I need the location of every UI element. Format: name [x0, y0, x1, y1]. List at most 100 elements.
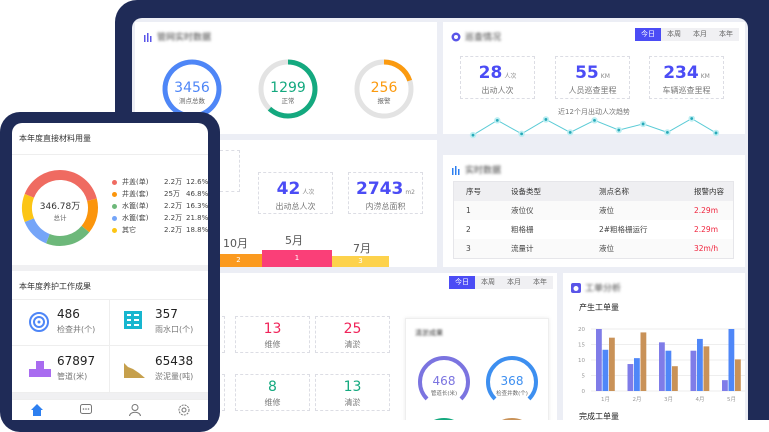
- item-label: 雨水口(个): [155, 325, 194, 334]
- table-row[interactable]: 1 液位仪 液位 2.29m: [454, 201, 733, 220]
- gauge-label: 检查井数(个): [496, 389, 528, 397]
- maintenance-item[interactable]: 65438 淤泥量(吨): [110, 346, 208, 393]
- tab-week[interactable]: 本周: [475, 276, 501, 289]
- work-order-bar-chart: 0 5 10 15 20 1月 2月 3月 4月 5月: [578, 327, 745, 403]
- x-tick-label: 3月: [664, 396, 673, 403]
- tab-today[interactable]: 今日: [449, 276, 475, 289]
- cell: 液位仪: [499, 201, 587, 220]
- bar: [634, 358, 640, 391]
- chart-title: 完成工单量: [579, 412, 619, 420]
- trend-point-core: [641, 122, 645, 126]
- legend-item: 其它 2.2万 18.8%: [112, 224, 208, 236]
- x-tick-label: 1月: [601, 396, 610, 403]
- stat-label: 清淤: [344, 340, 361, 349]
- legend-pct: 21.8%: [186, 214, 208, 222]
- tab-month[interactable]: 本月: [687, 28, 713, 41]
- stat-label: 人员巡查里程: [568, 86, 617, 95]
- message-icon[interactable]: [79, 404, 92, 416]
- item-label: 管道(米): [57, 372, 88, 381]
- timeline-bar: 1: [262, 250, 332, 267]
- tab-year[interactable]: 本年: [527, 276, 553, 289]
- legend-swatch: [112, 179, 117, 185]
- legend-swatch: [112, 215, 117, 221]
- bar: [728, 329, 735, 391]
- panel-title: 巡查情况: [465, 33, 502, 43]
- gauge-value: 1299: [270, 80, 306, 96]
- donut-total: 346.78万: [39, 202, 81, 212]
- tab-today[interactable]: 今日: [635, 28, 661, 41]
- maintenance-item[interactable]: 67897 管道(米): [12, 346, 110, 393]
- legend-pct: 16.3%: [186, 202, 208, 210]
- stat-label: 维修: [264, 398, 281, 407]
- item-value: 357: [155, 307, 178, 321]
- work-order-panel: 工单分析 产生工单量 0 5 10 15 20 1月 2月 3月 4月 5月 完成工单量: [563, 273, 745, 420]
- bar: [640, 332, 647, 391]
- item-value: 67897: [57, 354, 96, 368]
- stat-value: 8: [268, 379, 277, 395]
- cell: 粗格栅: [511, 225, 534, 234]
- gauge-arc: [267, 59, 318, 119]
- cell: 3: [454, 239, 499, 258]
- legend-amount: 25万: [164, 190, 180, 198]
- section-title: 本年度直接材料用量: [19, 134, 91, 143]
- legend-swatch: [112, 203, 117, 209]
- y-tick-label: 5: [582, 374, 586, 380]
- table-row[interactable]: 2 粗格栅 2#粗格栅运行 2.29m: [454, 220, 733, 239]
- stat-unit: 人次: [302, 189, 315, 196]
- gauge-value: 256: [371, 80, 398, 96]
- tab-week[interactable]: 本周: [661, 28, 687, 41]
- legend-name: 井盖(套): [122, 190, 149, 198]
- gauge-label: 报警: [378, 96, 392, 105]
- legend-amount: 2.2万: [164, 226, 183, 234]
- stat-box: 25 清淤: [315, 316, 390, 353]
- tab-month[interactable]: 本月: [501, 276, 527, 289]
- bar: [672, 366, 678, 391]
- panel-title: 工单分析: [585, 284, 622, 294]
- settings-icon[interactable]: [178, 404, 190, 416]
- trend-point-core: [617, 128, 621, 132]
- gauge-label: 管道长(米): [431, 389, 457, 397]
- timeline-bar: 2: [215, 254, 262, 267]
- column-header: 设备类型: [499, 182, 587, 201]
- stat-value: 55: [575, 63, 599, 83]
- stat-box: 13 清淤: [315, 374, 390, 411]
- stat-box: 8 维修: [235, 374, 310, 411]
- bar: [697, 338, 703, 391]
- legend-amount: 2.2万: [164, 214, 183, 222]
- bar: [722, 380, 728, 391]
- cell: 2.29m: [694, 225, 719, 234]
- trend-title: 近12个月出动人次趋势: [558, 108, 630, 116]
- maintenance-item[interactable]: 357 雨水口(个): [110, 299, 208, 346]
- bar: [609, 337, 615, 391]
- stat-box: 13 维修: [235, 316, 310, 353]
- stat-box: 28 人次 出动人次: [460, 56, 535, 99]
- trend-point-core: [714, 131, 718, 135]
- dredge-results-card: 清淤成果 468 管道长(米) 368 检查井数(个): [405, 318, 549, 420]
- legend-pct: 46.8%: [186, 190, 208, 198]
- cell: 2#粗格栅运行: [599, 225, 648, 234]
- panel-title: 管网实时数据: [157, 33, 212, 43]
- panel-title: 实时数据: [465, 166, 502, 176]
- tab-year[interactable]: 本年: [713, 28, 739, 41]
- bar-chart-icon: [144, 32, 152, 42]
- home-icon[interactable]: [30, 404, 43, 416]
- table-row[interactable]: 3 流量计 液位 32m/h: [454, 239, 733, 258]
- cell: 1: [454, 201, 499, 220]
- item-value: 486: [57, 307, 80, 321]
- item-label: 检查井(个): [57, 325, 96, 334]
- period-tabs: 今日 本周 本月 本年: [635, 28, 739, 41]
- stat-box: 55 KM 人员巡查里程: [555, 56, 630, 99]
- stat-box: 234 KM 车辆巡查里程: [649, 56, 724, 99]
- legend-swatch: [112, 191, 117, 197]
- stat-unit: m2: [405, 189, 415, 196]
- cell: 2.29m: [682, 201, 733, 220]
- legend-name: 其它: [122, 226, 136, 234]
- eye-icon: [451, 32, 461, 41]
- maintenance-item[interactable]: 486 检查井(个): [12, 299, 110, 346]
- realtime-data-panel: 实时数据 序号 设备类型 测点名称 报警内容 1 液位仪 液位 2.29m 2 粗格栅 2#粗格…: [443, 155, 745, 267]
- trend-point-core: [495, 118, 499, 122]
- bar: [665, 350, 672, 391]
- y-tick-label: 15: [578, 343, 585, 349]
- user-icon[interactable]: [128, 404, 141, 416]
- stat-label: 出动总人次: [275, 202, 316, 211]
